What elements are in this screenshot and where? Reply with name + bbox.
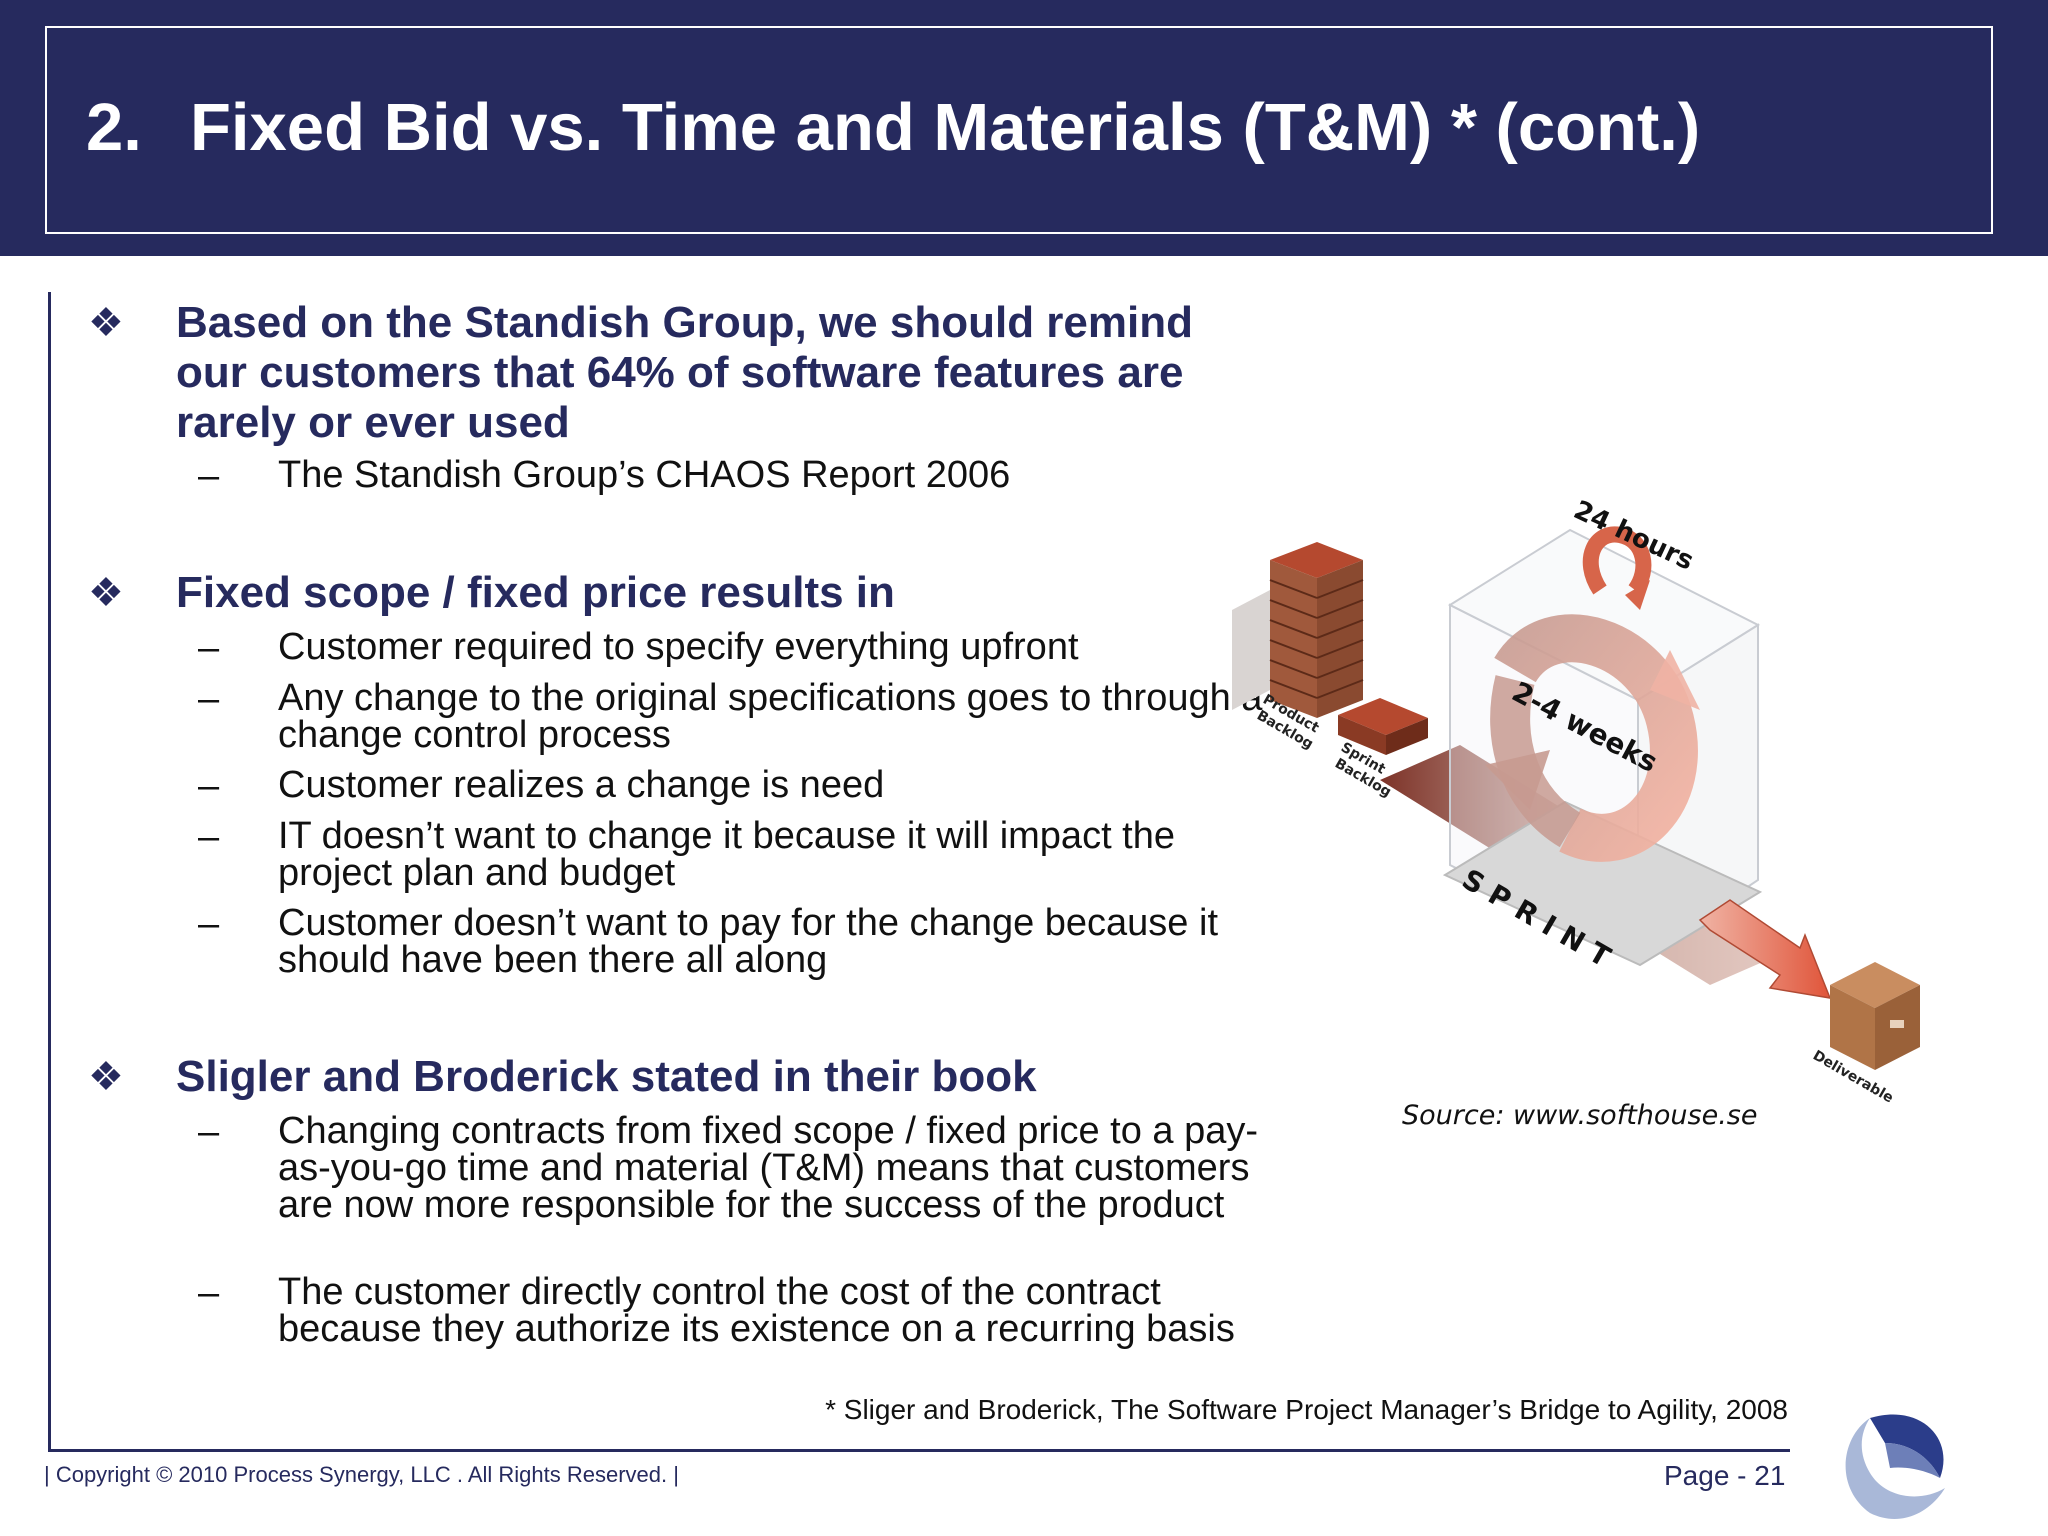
footnote-reference: * Sliger and Broderick, The Software Pro… xyxy=(825,1394,1788,1425)
section-heading: Based on the Standish Group, we should r… xyxy=(176,298,1193,447)
section-heading: Sligler and Broderick stated in their bo… xyxy=(176,1052,1037,1101)
backlog-shadow xyxy=(1232,590,1270,710)
dash-icon: – xyxy=(198,627,220,669)
bullet-icon: ❖ xyxy=(88,1055,124,1099)
bullet-icon: ❖ xyxy=(88,571,124,615)
sub-item: Customer doesn’t want to pay for the cha… xyxy=(278,902,1218,981)
dash-icon: – xyxy=(198,455,220,497)
sub-item: Customer realizes a change is need xyxy=(278,764,885,806)
company-logo-icon xyxy=(1845,1414,1945,1519)
sub-item: The Standish Group’s CHAOS Report 2006 xyxy=(278,454,1011,496)
bullet-icon: ❖ xyxy=(88,301,124,345)
dash-icon: – xyxy=(198,903,220,945)
sub-item: Customer required to specify everything … xyxy=(278,626,1079,668)
page-number: Page - 21 xyxy=(1664,1460,1786,1491)
product-backlog-stack xyxy=(1269,542,1364,718)
slide-title: 2. Fixed Bid vs. Time and Materials (T&M)… xyxy=(86,88,1700,168)
dash-icon: – xyxy=(198,1111,220,1153)
sub-item: Any change to the original specification… xyxy=(278,677,1263,756)
dash-icon: – xyxy=(198,765,220,807)
dash-icon: – xyxy=(198,678,220,720)
sub-item: IT doesn’t want to change it because it … xyxy=(278,815,1176,894)
left-rule xyxy=(48,292,51,1452)
slide-title-text: Fixed Bid vs. Time and Materials (T&M) *… xyxy=(190,90,1701,165)
title-frame xyxy=(45,26,1993,234)
sub-item: Changing contracts from fixed scope / fi… xyxy=(278,1110,1259,1226)
footer-copyright: | Copyright © 2010 Process Synergy, LLC … xyxy=(44,1462,679,1487)
section-heading: Fixed scope / fixed price results in xyxy=(176,568,895,617)
sprint-diagram: 24 hours 2-4 weeks SPRINT Product Backlo… xyxy=(1232,495,1920,1106)
cycle-arrow xyxy=(1494,614,1698,862)
dash-icon: – xyxy=(198,816,220,858)
sprint-backlog-stack xyxy=(1338,698,1428,755)
sprint-base xyxy=(1442,800,1763,967)
bottom-rule xyxy=(48,1449,1790,1452)
slide-number: 2. xyxy=(86,90,142,165)
dash-icon: – xyxy=(198,1272,220,1314)
diagram-source: Source: www.softhouse.se xyxy=(1402,1100,1758,1131)
title-bar: 2. Fixed Bid vs. Time and Materials (T&M)… xyxy=(0,0,2048,256)
deliverable-box-icon xyxy=(1830,962,1920,1070)
sub-item: The customer directly control the cost o… xyxy=(278,1271,1235,1350)
daily-cycle-arrow xyxy=(1582,526,1652,595)
